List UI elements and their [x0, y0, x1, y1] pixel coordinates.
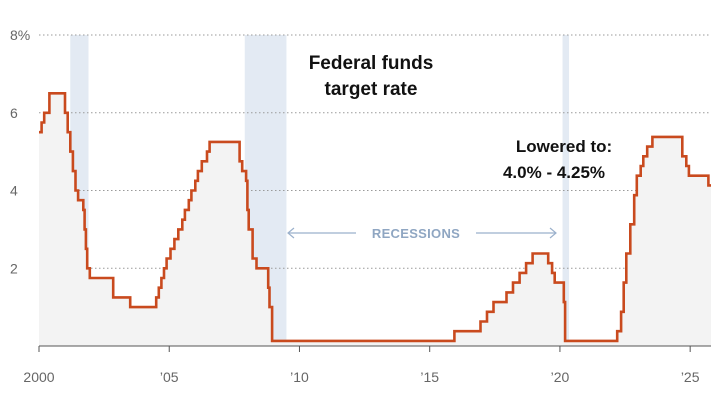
recessions-label-group: RECESSIONS: [287, 226, 557, 241]
annotation-line-1: Lowered to:: [516, 137, 612, 156]
chart-title-line-1: Federal funds: [309, 53, 434, 74]
x-tick-labels: 2000 ’05 ’10 ’15 ’20 ’25: [23, 369, 699, 385]
recessions-arrowhead-left: [287, 227, 295, 239]
y-tick-label: 6: [10, 105, 18, 121]
x-axis: [38, 345, 711, 352]
x-tick-label: ’05: [160, 369, 179, 385]
rate-series-line: [39, 92, 711, 343]
x-tick-label: 2000: [23, 369, 54, 385]
y-tick-labels: 8% 6 4 2: [10, 27, 30, 276]
x-tick-label: ’15: [420, 369, 439, 385]
x-tick-label: ’10: [290, 369, 309, 385]
gridlines: [39, 34, 711, 269]
chart-title-line-2: target rate: [325, 79, 418, 100]
y-tick-label: 8%: [10, 27, 30, 43]
x-tick-label: ’20: [551, 369, 570, 385]
x-tick-label: ’25: [681, 369, 700, 385]
y-tick-label: 2: [10, 260, 18, 276]
recessions-arrowhead-right: [549, 227, 557, 239]
recessions-label: RECESSIONS: [372, 226, 460, 241]
annotation-line-2: 4.0% - 4.25%: [503, 163, 605, 182]
recession-band-3: [562, 35, 570, 346]
y-tick-label: 4: [10, 183, 18, 199]
rate-line: [39, 92, 711, 343]
